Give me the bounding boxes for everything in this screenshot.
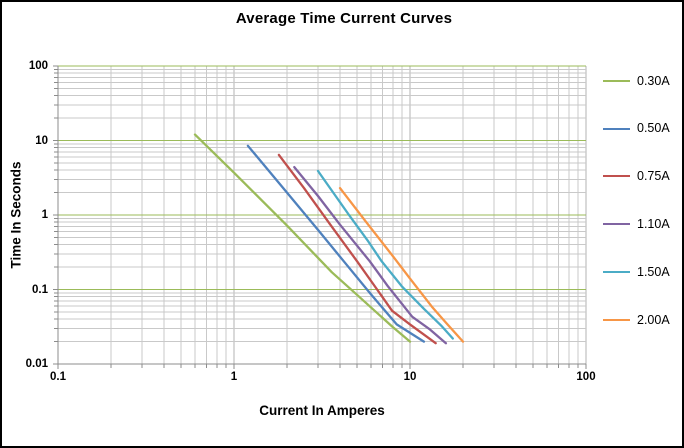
gridlines [57, 65, 587, 364]
legend-item: 2.00A [603, 296, 682, 344]
legend: 0.30A 0.50A 0.75A 1.10A 1.50A 2.00A [603, 57, 682, 344]
x-tick-label: 0.1 [50, 371, 66, 383]
x-tick-label: 10 [403, 371, 417, 383]
legend-item: 0.75A [603, 153, 682, 201]
y-tick-label: 10 [35, 134, 48, 147]
series-curve-1.10A [293, 165, 448, 345]
curves [193, 133, 465, 345]
axis-lines [57, 66, 586, 365]
y-tick-label: 0.01 [25, 358, 48, 370]
series-curve-2.00A [338, 186, 465, 343]
y-axis-title: Time In Seconds [8, 161, 24, 269]
series-curve-0.75A [277, 153, 437, 345]
legend-line-swatch [603, 127, 630, 130]
legend-line-swatch [603, 271, 630, 274]
series-curve-1.50A [316, 169, 454, 340]
legend-line-swatch [603, 79, 630, 82]
axis-ticks [53, 65, 587, 369]
legend-item: 1.10A [603, 200, 682, 248]
x-tick-label: 100 [576, 371, 596, 383]
legend-label: 1.10A [637, 217, 670, 232]
y-tick-label: 100 [28, 60, 48, 72]
legend-line-swatch [603, 175, 630, 178]
legend-label: 0.30A [637, 73, 670, 88]
legend-item: 0.30A [603, 57, 682, 105]
legend-label: 2.00A [637, 312, 670, 327]
legend-label: 0.50A [637, 121, 670, 136]
legend-item: 1.50A [603, 248, 682, 296]
x-tick-label: 1 [230, 371, 238, 383]
x-axis-title: Current In Amperes [259, 403, 385, 418]
series-curve-0.50A [246, 144, 426, 343]
legend-line-swatch [603, 223, 630, 226]
legend-label: 0.75A [637, 169, 670, 184]
y-tick-label: 0.1 [32, 283, 48, 296]
series-curve-0.30A [193, 133, 412, 343]
legend-label: 1.50A [637, 264, 670, 279]
legend-line-swatch [603, 318, 630, 321]
y-tick-label: 1 [41, 209, 48, 221]
legend-item: 0.50A [603, 105, 682, 153]
chart-title: Average Time Current Curves [235, 10, 453, 27]
